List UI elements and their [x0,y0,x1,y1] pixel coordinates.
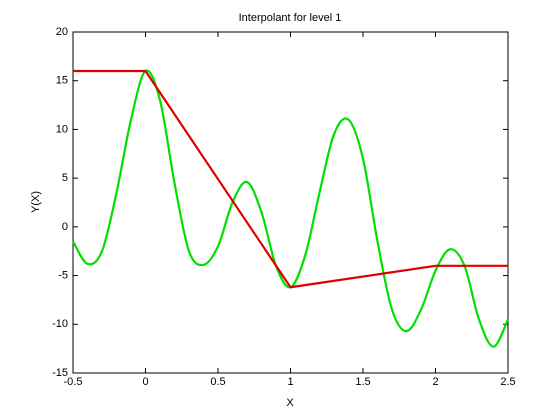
series-line [73,69,508,289]
y-tick-label: 5 [62,172,68,184]
y-axis-label: Y(X) [30,191,42,213]
y-tick-label: 15 [56,75,68,87]
y-tick-label: -5 [58,269,68,281]
x-tick-label: 0 [142,376,148,388]
x-tick-label: 2.5 [500,376,515,388]
x-tick-label: -0.5 [64,376,83,388]
y-tick-label: 0 [62,221,68,233]
x-axis-label: X [286,397,294,409]
y-tick-label: 10 [56,123,68,135]
y-tick-label: -15 [52,367,68,379]
chart-title: Interpolant for level 1 [239,12,342,24]
y-tick-label: 20 [56,26,68,38]
x-tick-label: 2 [432,376,438,388]
y-tick-label: -10 [52,318,68,330]
x-tick-label: 1.5 [355,376,370,388]
x-tick-label: 1 [287,376,293,388]
x-tick-label: 0.5 [210,376,225,388]
plot-area [72,31,509,374]
